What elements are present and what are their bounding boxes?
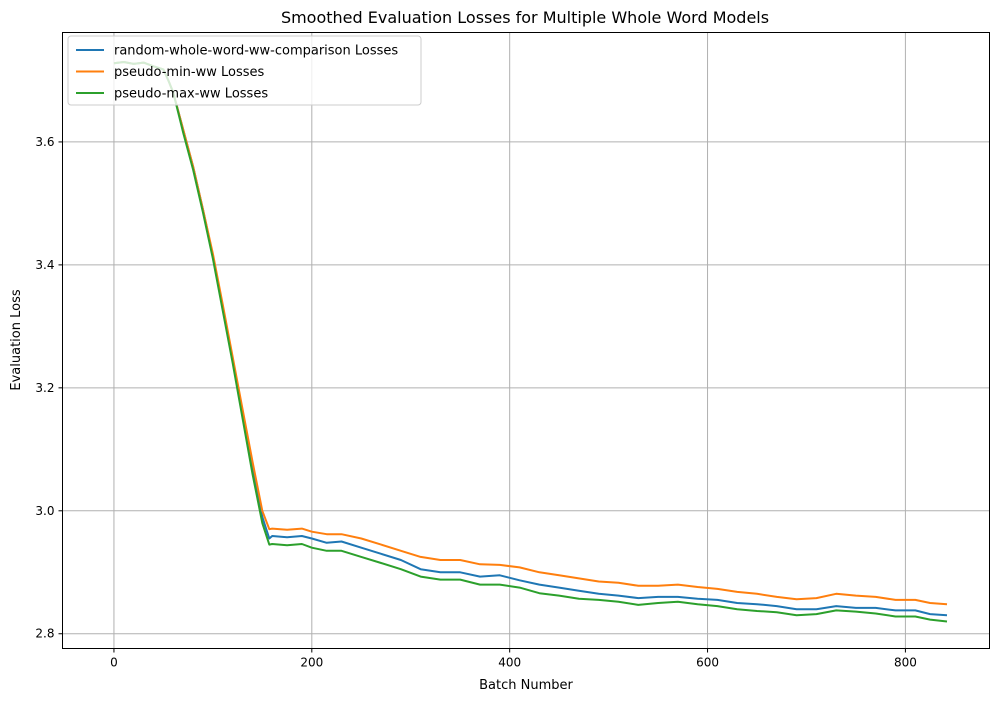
x-tick-label: 600	[696, 656, 719, 670]
axis-ticks: 0 200 400 600 800 2.8 3.0 3.2 3.4 3.6	[35, 135, 916, 670]
plot-frame	[62, 32, 990, 649]
y-tick-label: 2.8	[35, 627, 54, 641]
chart-title: Smoothed Evaluation Losses for Multiple …	[281, 8, 769, 27]
y-axis-label: Evaluation Loss	[9, 289, 24, 390]
series-lines	[113, 61, 948, 623]
legend-box	[67, 35, 422, 106]
legend: random-whole-word-ww-comparison Losses ps…	[67, 35, 422, 106]
y-tick-label: 3.0	[35, 504, 54, 518]
series-line-2	[113, 61, 948, 623]
x-tick-label: 800	[894, 656, 917, 670]
y-tick-label: 3.4	[35, 258, 54, 272]
legend-label-1: pseudo-min-ww Losses	[114, 65, 265, 80]
x-axis-label: Batch Number	[479, 678, 573, 693]
x-tick-label: 200	[300, 656, 323, 670]
legend-label-2: pseudo-max-ww Losses	[114, 87, 268, 102]
x-tick-label: 0	[110, 656, 118, 670]
y-tick-label: 3.2	[35, 381, 54, 395]
legend-label-0: random-whole-word-ww-comparison Losses	[114, 44, 398, 59]
y-tick-label: 3.6	[35, 135, 54, 149]
x-tick-label: 400	[498, 656, 521, 670]
grid	[62, 32, 990, 649]
